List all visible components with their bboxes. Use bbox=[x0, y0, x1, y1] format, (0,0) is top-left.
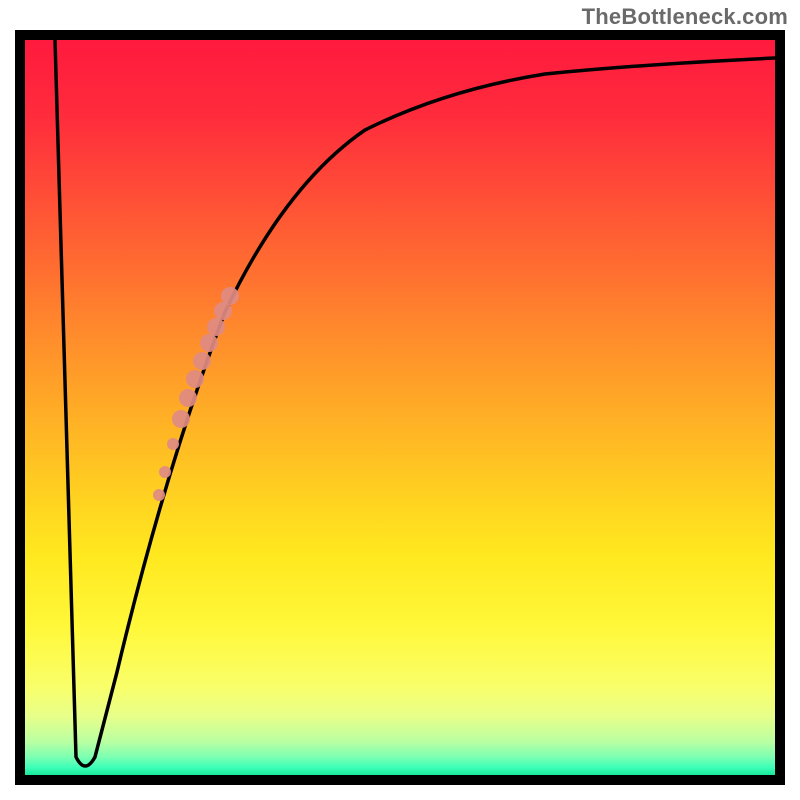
watermark-text: TheBottleneck.com bbox=[582, 4, 788, 30]
chart-svg-layer bbox=[25, 40, 775, 775]
marker-dot bbox=[179, 389, 197, 407]
marker-dot bbox=[200, 334, 218, 352]
marker-dot bbox=[172, 410, 190, 428]
marker-dot bbox=[207, 318, 225, 336]
marker-group bbox=[153, 287, 239, 501]
marker-dot bbox=[153, 489, 165, 501]
marker-dot bbox=[186, 370, 204, 388]
marker-dot bbox=[167, 438, 179, 450]
marker-dot bbox=[221, 287, 239, 305]
chart-plot-area bbox=[15, 30, 785, 785]
marker-dot bbox=[193, 352, 211, 370]
bottleneck-curve bbox=[55, 40, 775, 766]
marker-dot bbox=[159, 466, 171, 478]
